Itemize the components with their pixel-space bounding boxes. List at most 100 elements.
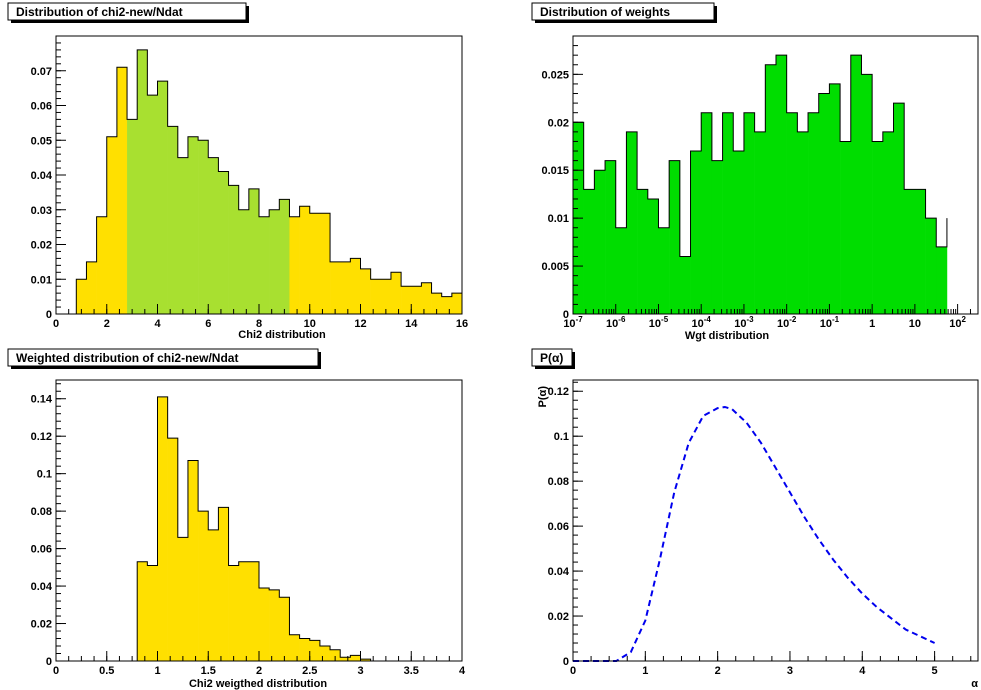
bar — [743, 112, 755, 314]
bar — [127, 119, 138, 315]
bar — [861, 74, 873, 315]
bar — [701, 112, 713, 314]
title-box — [531, 348, 573, 367]
bars — [137, 396, 371, 661]
x-tick-label: 10 — [909, 318, 921, 330]
bar — [137, 49, 148, 315]
bar — [722, 112, 734, 314]
y-tick-label: 0.08 — [31, 506, 52, 518]
bar — [765, 64, 777, 314]
bar — [754, 131, 766, 314]
y-tick-label: 0 — [46, 656, 52, 668]
bar — [218, 171, 229, 314]
histogram-outline — [136, 396, 372, 661]
bar — [637, 189, 649, 314]
y-tick-label: 0.07 — [31, 66, 52, 78]
x-tick-label: 10-4 — [692, 315, 712, 330]
bar — [925, 218, 937, 314]
curve-p-alpha — [573, 405, 936, 662]
bar — [441, 296, 453, 314]
x-tick-label: 10-1 — [820, 315, 840, 330]
y-tick-label: 0.12 — [548, 386, 569, 398]
bar — [872, 141, 884, 314]
x-tick-label: 6 — [205, 318, 211, 330]
y-tick-label: 0.06 — [31, 101, 52, 113]
bar — [269, 589, 280, 661]
chart-title: Weighted distribution of chi2-new/Ndat — [16, 351, 238, 365]
bar — [647, 198, 659, 314]
bar — [167, 126, 179, 314]
bar — [775, 55, 787, 314]
bar — [259, 587, 270, 661]
bar — [808, 112, 820, 314]
bar — [882, 131, 894, 314]
bar — [289, 216, 300, 314]
histogram-outline — [572, 54, 948, 314]
bar — [370, 279, 382, 314]
panel-3: Weighted distribution of chi2-new/Ndat00… — [7, 348, 466, 690]
bar — [626, 131, 638, 314]
bar — [679, 256, 691, 314]
bar — [319, 213, 331, 314]
bar — [269, 209, 280, 314]
y-tick-label: 0.06 — [548, 521, 569, 533]
bar — [840, 141, 852, 314]
x-tick-label: 0 — [570, 665, 576, 677]
bar — [218, 507, 229, 661]
bar — [177, 537, 189, 661]
y-tick-label: 0.015 — [541, 165, 569, 177]
bar — [451, 293, 463, 314]
x-tick-label: 0 — [53, 665, 59, 677]
x-tick-label: 16 — [456, 318, 468, 330]
bar — [658, 227, 670, 314]
panel-2: Distribution of weights 0 0.005 0.01 0.015 0.… — [531, 2, 979, 342]
x-tick-label: 8 — [256, 318, 262, 330]
bar — [401, 286, 412, 314]
bar — [829, 83, 841, 315]
y-tick-label: 0.04 — [548, 566, 570, 578]
bar — [380, 279, 392, 314]
x-axis-label: α — [971, 678, 978, 690]
histogram-outline — [75, 49, 463, 314]
bar — [340, 261, 351, 314]
bar — [594, 170, 606, 314]
x-tick-label: 12 — [354, 318, 366, 330]
bars — [573, 55, 948, 315]
x-axis-label: Chi2 weigthed distribution — [189, 678, 327, 690]
bar — [411, 286, 422, 314]
bar — [615, 227, 627, 314]
x-tick-label: 4 — [154, 318, 161, 330]
bar — [177, 157, 189, 314]
bar — [936, 246, 948, 314]
bar — [605, 160, 617, 314]
bar — [248, 188, 260, 314]
bar — [797, 131, 809, 314]
title-box — [7, 2, 247, 21]
x-tick-label: 4 — [459, 665, 466, 677]
bar — [390, 272, 402, 314]
x-tick-label: 102 — [949, 315, 966, 330]
y-tick-label: 0.01 — [548, 213, 569, 225]
bar — [309, 213, 321, 314]
y-tick-label: 0.05 — [31, 135, 52, 147]
bar — [86, 261, 97, 314]
x-axis-label: Chi2 distribution — [238, 329, 326, 341]
bar — [360, 659, 371, 661]
bars — [76, 49, 463, 315]
bar — [309, 640, 321, 661]
bar — [431, 293, 442, 314]
bar — [786, 112, 798, 314]
bar — [914, 189, 926, 314]
bar — [147, 565, 158, 661]
panel-1: Distribution of chi2-new/Ndat 0 0.01 0.02 0.… — [7, 2, 468, 341]
bar — [208, 157, 219, 314]
y-tick-label: 0 — [563, 309, 569, 321]
chart-title: P(α) — [540, 351, 563, 365]
bar — [904, 189, 916, 314]
bar — [330, 261, 341, 314]
bar — [818, 93, 830, 314]
y-tick-label: 0 — [46, 309, 52, 321]
bar — [350, 258, 361, 314]
bar — [187, 136, 199, 314]
